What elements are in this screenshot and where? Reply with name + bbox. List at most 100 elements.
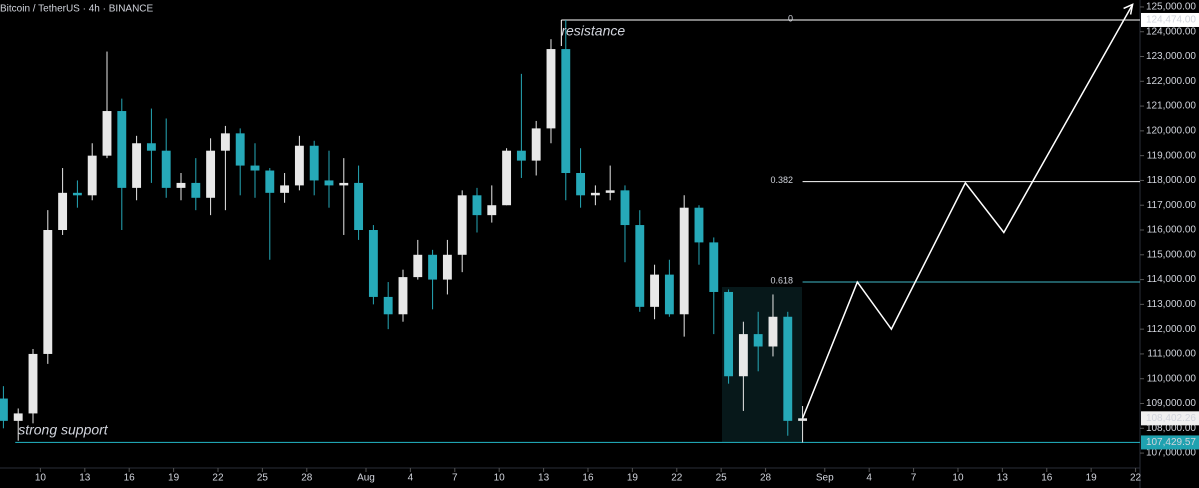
candle-body <box>457 195 467 255</box>
candle-body <box>738 334 748 377</box>
x-tick-label: 28 <box>301 473 313 484</box>
x-tick-label: 10 <box>494 473 506 484</box>
candle-body <box>265 170 275 193</box>
candle-body <box>472 195 482 216</box>
x-tick-label: 13 <box>997 473 1009 484</box>
candle-body <box>102 111 112 156</box>
candle-body <box>679 207 689 315</box>
price-label: 107,429.57 <box>1146 437 1196 448</box>
y-tick-label: 109,000.00 <box>1146 398 1196 409</box>
price-label: 124,474.00 <box>1146 15 1196 26</box>
y-tick-label: 110,000.00 <box>1147 373 1197 384</box>
x-tick-label: 13 <box>79 473 91 484</box>
price-label-box <box>1141 435 1199 450</box>
candle-body <box>694 207 704 243</box>
candle-body <box>546 49 556 129</box>
y-tick-label: 121,000.00 <box>1146 101 1196 112</box>
x-tick-label: Sep <box>816 473 834 484</box>
candle-body <box>783 316 793 421</box>
candle-body <box>724 291 734 377</box>
candle-body <box>28 353 38 414</box>
candle-body <box>235 133 245 166</box>
candle-body <box>428 254 438 280</box>
y-tick-label: 120,000.00 <box>1146 126 1196 137</box>
x-tick-label: 25 <box>716 473 728 484</box>
candle-body <box>753 334 763 347</box>
candle-body <box>206 150 216 198</box>
x-tick-label: 19 <box>627 473 639 484</box>
x-tick-label: 19 <box>1086 473 1098 484</box>
x-tick-label: 7 <box>452 473 458 484</box>
y-tick-label: 112,000.00 <box>1147 324 1197 335</box>
candle-body <box>176 182 186 188</box>
candle-body <box>442 254 452 280</box>
chart-title: Bitcoin / TetherUS · 4h · BINANCE <box>0 4 154 15</box>
fib-label: 0.382 <box>770 175 793 185</box>
annotation: strong support <box>18 421 109 437</box>
x-tick-label: Aug <box>357 473 375 484</box>
y-tick-label: 117,000.00 <box>1147 200 1197 211</box>
x-tick-label: 10 <box>952 473 964 484</box>
x-tick-label: 25 <box>257 473 269 484</box>
x-tick-label: 16 <box>1041 473 1053 484</box>
y-tick-label: 115,000.00 <box>1147 249 1197 260</box>
candle-body <box>398 277 408 315</box>
x-tick-label: 28 <box>760 473 772 484</box>
candle-body <box>561 49 571 174</box>
fib-label: 0.618 <box>770 275 793 285</box>
candle-body <box>502 150 512 206</box>
y-tick-label: 111,000.00 <box>1147 349 1196 360</box>
candle-body <box>368 230 378 297</box>
price-label-box <box>1141 12 1199 27</box>
candle-body <box>531 128 541 161</box>
x-tick-label: 22 <box>212 473 224 484</box>
projection-path <box>801 4 1134 419</box>
candle-body <box>635 225 645 307</box>
candle-body <box>43 230 53 354</box>
x-tick-label: 16 <box>582 473 594 484</box>
candle-body <box>294 145 304 186</box>
y-tick-label: 124,000.00 <box>1146 26 1196 37</box>
x-tick-label: 13 <box>538 473 550 484</box>
x-tick-label: 7 <box>911 473 917 484</box>
candle-body <box>132 143 142 188</box>
candle-body <box>664 274 674 315</box>
x-tick-label: 4 <box>408 473 414 484</box>
candle-body <box>13 413 23 421</box>
y-tick-label: 113,000.00 <box>1147 299 1197 310</box>
price-label-box <box>1141 411 1199 426</box>
y-tick-label: 123,000.00 <box>1146 51 1196 62</box>
annotation: resistance <box>561 22 625 38</box>
candle-body <box>146 143 156 151</box>
candle-body <box>220 133 230 151</box>
x-tick-label: 22 <box>671 473 683 484</box>
y-tick-label: 122,000.00 <box>1146 76 1196 87</box>
y-tick-label: 114,000.00 <box>1147 274 1197 285</box>
x-tick-label: 19 <box>168 473 180 484</box>
y-tick-label: 116,000.00 <box>1147 225 1197 236</box>
arrow-head <box>1123 3 1134 15</box>
candle-body <box>383 296 393 315</box>
candle-body <box>516 150 526 161</box>
y-tick-label: 119,000.00 <box>1147 150 1197 161</box>
x-tick-label: 16 <box>124 473 136 484</box>
candle-body <box>576 173 586 196</box>
x-tick-label: 22 <box>1130 473 1142 484</box>
x-tick-label: 4 <box>866 473 872 484</box>
price-label: 108,402.26 <box>1146 413 1196 424</box>
candle-body <box>798 418 808 421</box>
fib-label: 0 <box>788 13 793 23</box>
candle-body <box>354 182 364 231</box>
candle-body <box>0 398 8 421</box>
candle-body <box>87 155 97 196</box>
candle-body <box>72 192 82 196</box>
candle-body <box>191 182 201 198</box>
candle-body <box>324 180 334 186</box>
candle-body <box>117 111 127 188</box>
candle-body <box>620 190 630 226</box>
candle-body <box>709 242 719 292</box>
candle-body <box>250 165 260 171</box>
x-tick-label: 10 <box>35 473 47 484</box>
candle-body <box>487 205 497 216</box>
